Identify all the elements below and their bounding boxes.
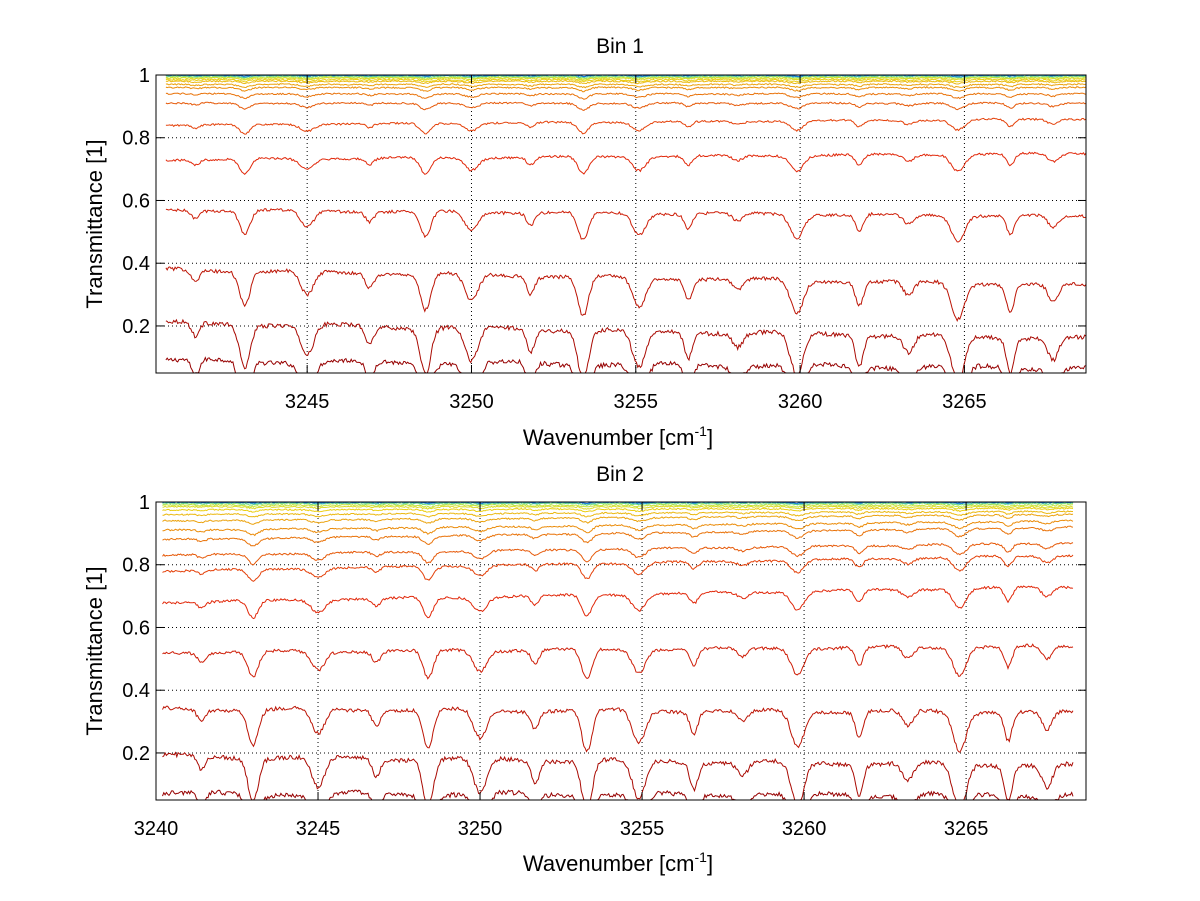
y-tick-label: 0.4: [122, 680, 150, 702]
x-tick-label: 3245: [285, 391, 330, 413]
spectrum-line: [162, 507, 1074, 513]
spectrum-line: [165, 318, 1087, 374]
x-tick-label: 3260: [778, 391, 823, 413]
spectrum-line: [162, 503, 1074, 509]
spectrum-line: [165, 151, 1087, 175]
spectrum-line: [165, 86, 1087, 93]
spectrum-line: [165, 82, 1087, 89]
axes-frame: [155, 74, 1087, 374]
spectrum-line: [165, 92, 1087, 100]
chart-title: Bin 2: [596, 463, 644, 486]
spectrum-line: [165, 78, 1087, 83]
x-tick-label: 3265: [944, 818, 989, 840]
spectrum-line: [165, 208, 1087, 243]
spectrum-line: [165, 76, 1087, 82]
y-tick-label: 0.2: [122, 743, 150, 765]
y-tick-label: 0.2: [122, 316, 150, 338]
spectrum-line: [162, 502, 1074, 506]
x-axis-label: Wavenumber [cm-1]: [523, 423, 713, 450]
subplot-bin-1: Bin 1 3245 3250 3255 3260 32650.20.40.60.81 …: [82, 35, 1087, 450]
y-tick-label: 0.6: [122, 190, 150, 212]
spectrum-line: [162, 519, 1074, 537]
spectrum-line: [165, 79, 1087, 85]
chart-title: Bin 1: [596, 35, 644, 58]
y-axis-label: Transmittance [1]: [82, 566, 107, 735]
spectrum-line: [162, 643, 1074, 680]
x-tick-label: 3255: [620, 818, 665, 840]
x-tick-label: 3260: [782, 818, 827, 840]
y-tick-label: 1: [139, 65, 150, 87]
spectrum-line: [162, 505, 1074, 510]
x-tick-label: 3265: [942, 391, 987, 413]
spectrum-line: [162, 513, 1074, 525]
x-tick-label: 3250: [458, 818, 503, 840]
x-axis-label: Wavenumber [cm-1]: [523, 849, 713, 876]
axes-frame: [155, 501, 1087, 801]
x-tick-label: 3240: [134, 818, 179, 840]
y-tick-label: 0.4: [122, 253, 150, 275]
y-tick-label: 1: [139, 492, 150, 514]
spectrum-line: [162, 510, 1073, 518]
series-lines: [162, 501, 1074, 801]
spectrum-line: [162, 525, 1074, 547]
y-tick-label: 0.8: [122, 128, 150, 150]
spectrum-line: [165, 101, 1087, 111]
y-axis-label: Transmittance [1]: [82, 139, 107, 308]
spectrum-line: [165, 266, 1087, 322]
spectrum-line: [162, 705, 1074, 753]
x-tick-label: 3245: [296, 818, 341, 840]
spectrum-line: [165, 356, 1087, 374]
axis-ticks: 3245 3250 3255 3260 3265 0.2 0.4 0.6 0.8 1: [122, 65, 1086, 413]
axis-ticks: 3240 3245 3250 3255 3260 3265 0.2 0.4 0.6 0.8 1: [122, 492, 1086, 840]
spectrum-line: [165, 75, 1086, 80]
spectrum-line: [162, 585, 1074, 620]
spectrum-line: [162, 542, 1074, 566]
x-tick-label: 3250: [449, 391, 494, 413]
x-tick-label: 3255: [614, 391, 659, 413]
y-tick-label: 0.6: [122, 617, 150, 639]
spectrum-line: [162, 789, 1074, 801]
spectrum-line: [165, 117, 1087, 135]
series-lines: [165, 74, 1087, 374]
spectrum-line: [162, 751, 1074, 801]
spectrum-line: [162, 554, 1074, 582]
y-tick-label: 0.8: [122, 555, 150, 577]
subplot-bin-2: Bin 2 3240 3245 3250 3255 3260 3265 0.2 0.4 0.6 0…: [82, 463, 1087, 876]
